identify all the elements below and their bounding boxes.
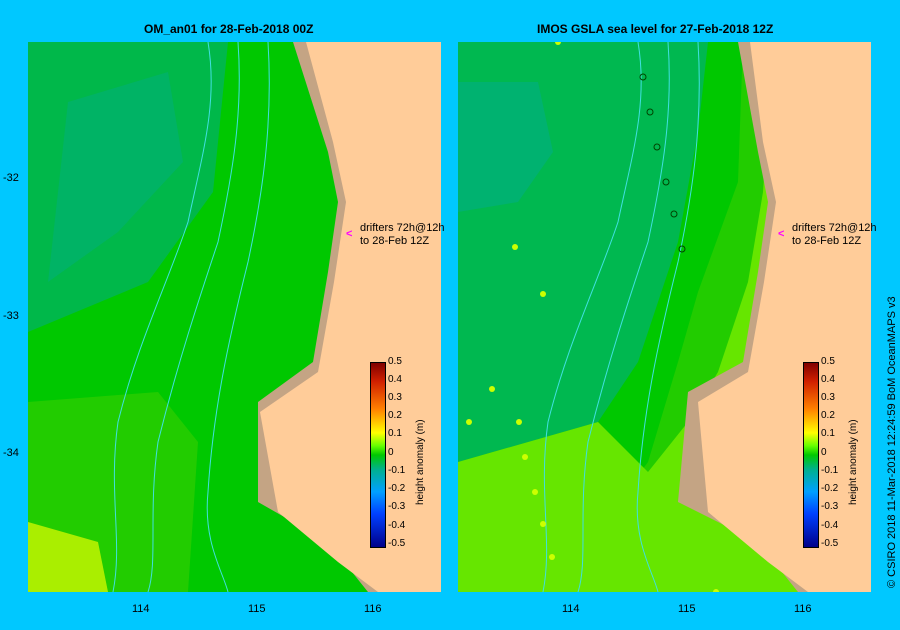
drifter-annotation: < drifters 72h@12h to 28-Feb 12Z [778, 222, 877, 248]
colorbar-title: height anomaly (m) [415, 419, 426, 505]
panel-right-map [458, 42, 871, 592]
lon-tick-label: 116 [794, 603, 812, 615]
colorbar-tick-label: -0.5 [821, 538, 839, 549]
annotation-line1: drifters 72h@12h [360, 222, 445, 234]
lat-tick-label: -32 [3, 172, 19, 184]
drifter-marker [512, 244, 518, 250]
drifter-marker [549, 554, 555, 560]
colorbar-tick-label: 0.4 [821, 374, 835, 385]
colorbar-tick-label: 0 [821, 447, 827, 458]
drifter-marker [646, 108, 654, 116]
annotation-line2: to 28-Feb 12Z [792, 235, 862, 247]
drifter-marker [540, 291, 546, 297]
colorbar-tick-label: -0.3 [821, 501, 839, 512]
colorbar-tick-label: -0.2 [388, 483, 406, 494]
colorbar-tick-label: -0.5 [388, 538, 406, 549]
drifter-arrow-icon: < [346, 228, 353, 240]
drifter-marker [466, 419, 472, 425]
colorbar-tick-label: 0.2 [388, 410, 402, 421]
drifter-markers [466, 42, 719, 592]
colorbar-tick-label: -0.4 [388, 520, 406, 531]
colorbar-tick-label: 0.3 [388, 392, 402, 403]
lon-tick-label: 115 [678, 603, 696, 615]
drifter-marker [678, 245, 686, 253]
drifter-marker [670, 210, 678, 218]
colorbar-left [370, 362, 386, 548]
lat-tick-label: -33 [3, 310, 19, 322]
drifter-marker [540, 521, 546, 527]
drifter-marker [653, 143, 661, 151]
lon-tick-label: 116 [364, 603, 382, 615]
drifter-marker [489, 386, 495, 392]
drifter-annotation: < drifters 72h@12h to 28-Feb 12Z [346, 222, 445, 248]
colorbar-right [803, 362, 819, 548]
colorbar-tick-label: 0.4 [388, 374, 402, 385]
bathymetry-contours [112, 42, 270, 592]
drifter-marker [713, 589, 719, 592]
land-western-australia [260, 42, 441, 592]
colorbar-tick-label: -0.2 [821, 483, 839, 494]
colorbar-title: height anomaly (m) [848, 419, 859, 505]
anomaly-contour-teal [48, 72, 183, 282]
bathymetry-contours [542, 42, 700, 592]
drifter-arrow-icon: < [778, 228, 785, 240]
lon-tick-label: 114 [132, 603, 150, 615]
drifter-marker [662, 178, 670, 186]
lon-tick-label: 115 [248, 603, 266, 615]
lat-tick-label: -34 [3, 447, 19, 459]
colorbar-tick-label: -0.3 [388, 501, 406, 512]
drifter-marker [516, 419, 522, 425]
anomaly-contour-yellow-green [28, 522, 108, 592]
lon-tick-label: 114 [562, 603, 580, 615]
anomaly-contour-teal [458, 82, 553, 212]
colorbar-tick-label: 0 [388, 447, 394, 458]
colorbar-tick-label: -0.1 [388, 465, 406, 476]
drifter-marker [555, 42, 561, 45]
colorbar-tick-label: 0.3 [821, 392, 835, 403]
annotation-line1: drifters 72h@12h [792, 222, 877, 234]
annotation-line2: to 28-Feb 12Z [360, 235, 430, 247]
credit-text: © CSIRO 2018 11-Mar-2018 12:24:59 BoM Oc… [886, 296, 898, 588]
colorbar-tick-label: 0.5 [388, 356, 402, 367]
drifter-marker [639, 73, 647, 81]
panel-right-title: IMOS GSLA sea level for 27-Feb-2018 12Z [537, 22, 774, 36]
drifter-marker [532, 489, 538, 495]
colorbar-tick-label: -0.4 [821, 520, 839, 531]
colorbar-tick-label: 0.1 [388, 428, 402, 439]
panel-left-title: OM_an01 for 28-Feb-2018 00Z [144, 22, 314, 36]
colorbar-tick-label: -0.1 [821, 465, 839, 476]
drifter-marker [522, 454, 528, 460]
colorbar-tick-label: 0.2 [821, 410, 835, 421]
panel-left-map [28, 42, 441, 592]
land-western-australia [698, 42, 871, 592]
colorbar-tick-label: 0.1 [821, 428, 835, 439]
colorbar-tick-label: 0.5 [821, 356, 835, 367]
